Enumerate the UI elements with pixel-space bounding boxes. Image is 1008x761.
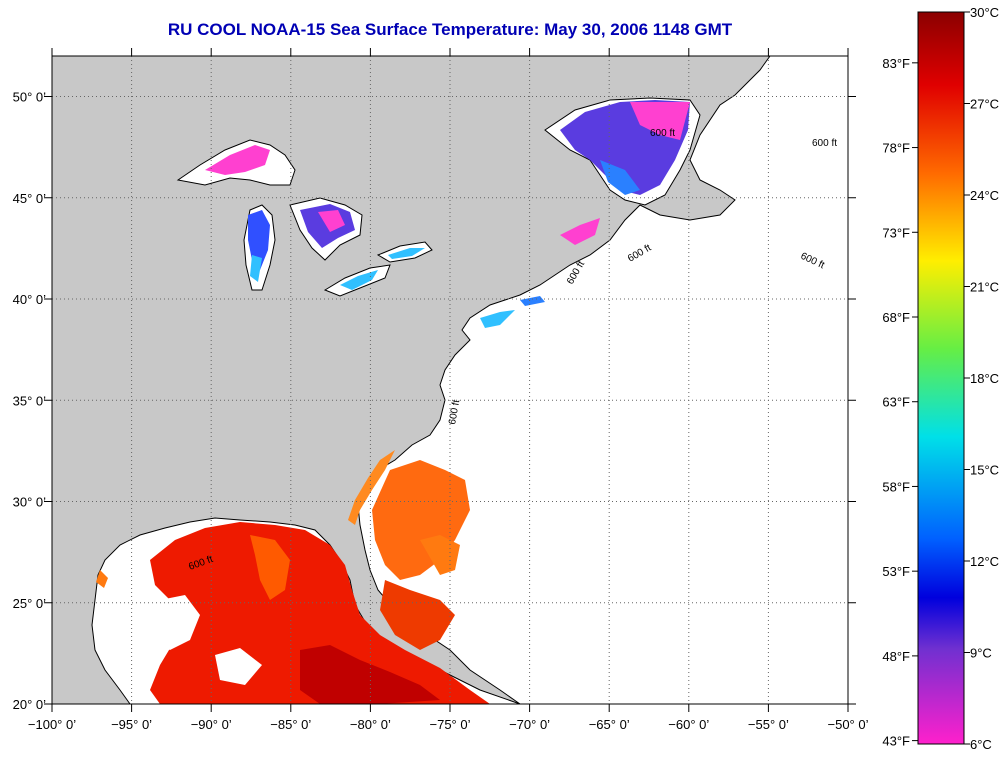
- fahrenheit-label: 78°F: [882, 141, 910, 156]
- lat-label: 25° 0’: [13, 596, 47, 611]
- axis-ticks: −100° 0’ −95° 0’ −90° 0’ −85° 0’ −80° 0’ −75°…: [13, 48, 869, 732]
- lat-label: 20° 0’: [13, 697, 47, 712]
- fahrenheit-label: 83°F: [882, 56, 910, 71]
- fahrenheit-label: 73°F: [882, 225, 910, 240]
- contour-label: 600 ft: [812, 138, 837, 149]
- celsius-label: 21°C: [970, 280, 999, 295]
- lon-label: −85° 0’: [270, 717, 311, 732]
- lon-label: −55° 0’: [748, 717, 789, 732]
- fahrenheit-label: 48°F: [882, 649, 910, 664]
- colorbar-gradient: [917, 11, 965, 745]
- celsius-label: 15°C: [970, 463, 999, 478]
- lon-label: −65° 0’: [589, 717, 630, 732]
- sst-map: 600 ft 600 ft 600 ft 600 ft 600 ft 600 f…: [13, 48, 869, 732]
- celsius-label: 6°C: [970, 737, 992, 752]
- graticule: [52, 56, 848, 704]
- contour-label: 600 ft: [650, 128, 675, 139]
- fahrenheit-label: 43°F: [882, 734, 910, 749]
- celsius-label: 30°C: [970, 5, 999, 20]
- celsius-label: 9°C: [970, 646, 992, 661]
- lat-label: 30° 0’: [13, 495, 47, 510]
- lon-label: −100° 0’: [28, 717, 76, 732]
- lon-label: −50° 0’: [828, 717, 869, 732]
- celsius-label: 12°C: [970, 554, 999, 569]
- lon-label: −95° 0’: [111, 717, 152, 732]
- lon-label: −60° 0’: [668, 717, 709, 732]
- lat-label: 50° 0’: [13, 90, 47, 105]
- sst-great-lakes: [205, 145, 425, 290]
- celsius-label: 18°C: [970, 371, 999, 386]
- lat-label: 40° 0’: [13, 292, 47, 307]
- sst-gulf-of-mexico: [96, 522, 490, 704]
- celsius-label: 24°C: [970, 188, 999, 203]
- lon-label: −75° 0’: [430, 717, 471, 732]
- contour-label: 600 ft: [447, 399, 462, 426]
- sst-north-atlantic: [480, 100, 690, 328]
- celsius-label: 27°C: [970, 97, 999, 112]
- fahrenheit-label: 63°F: [882, 395, 910, 410]
- lat-label: 45° 0’: [13, 191, 47, 206]
- fahrenheit-label: 58°F: [882, 479, 910, 494]
- fahrenheit-label: 53°F: [882, 564, 910, 579]
- colorbar-ticks: 30°C 27°C 24°C 21°C 18°C 15°C 12°C 9°C 6°C 83°F 78…: [882, 5, 999, 752]
- lon-label: −80° 0’: [350, 717, 391, 732]
- fahrenheit-label: 68°F: [882, 310, 910, 325]
- lon-label: −90° 0’: [191, 717, 232, 732]
- lat-label: 35° 0’: [13, 393, 47, 408]
- atlantic-ocean: [357, 56, 848, 704]
- lon-label: −70° 0’: [509, 717, 550, 732]
- map-title: RU COOL NOAA-15 Sea Surface Temperature:…: [167, 20, 733, 39]
